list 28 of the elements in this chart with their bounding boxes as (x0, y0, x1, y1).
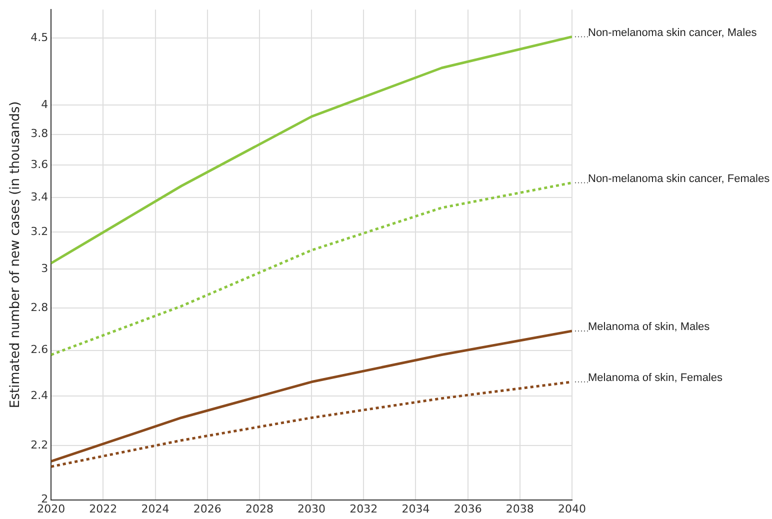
y-tick-label: 3.2 (30, 225, 48, 238)
y-tick-label: 4.5 (30, 30, 48, 44)
x-tick-label: 2030 (298, 502, 326, 516)
series-label: Non-melanoma skin cancer, Females (588, 172, 770, 185)
series-label: Non-melanoma skin cancer, Males (588, 26, 758, 39)
line-series (51, 181, 572, 356)
x-tick-label: 2022 (89, 502, 118, 516)
series-label: Melanoma of skin, Males (588, 321, 710, 334)
x-tick-label: 2032 (350, 502, 378, 516)
y-tick-label: 3.8 (30, 127, 48, 140)
series-label: Melanoma of skin, Females (588, 372, 723, 384)
y-tick-label: 3 (41, 262, 48, 275)
x-tick-label: 2040 (558, 502, 586, 516)
x-tick-label: 2028 (245, 502, 274, 516)
x-tick-label: 2038 (506, 502, 534, 516)
y-tick-label: 3.4 (30, 190, 48, 204)
x-tick-label: 2036 (454, 502, 482, 516)
y-tick-label: 2.4 (30, 388, 48, 402)
x-tick-label: 2024 (141, 502, 170, 516)
y-tick-label: 3.6 (30, 158, 48, 171)
y-tick-label: 2.8 (30, 301, 48, 314)
x-tick-label: 2026 (193, 502, 222, 516)
y-tick-label: 4 (41, 98, 48, 111)
line-series (51, 380, 572, 468)
y-axis-title: Estimated number of new cases (in thousands) (8, 101, 24, 408)
x-tick-label: 2034 (402, 502, 430, 516)
y-tick-label: 2.2 (30, 438, 48, 452)
y-tick-label: 2.6 (30, 343, 48, 356)
